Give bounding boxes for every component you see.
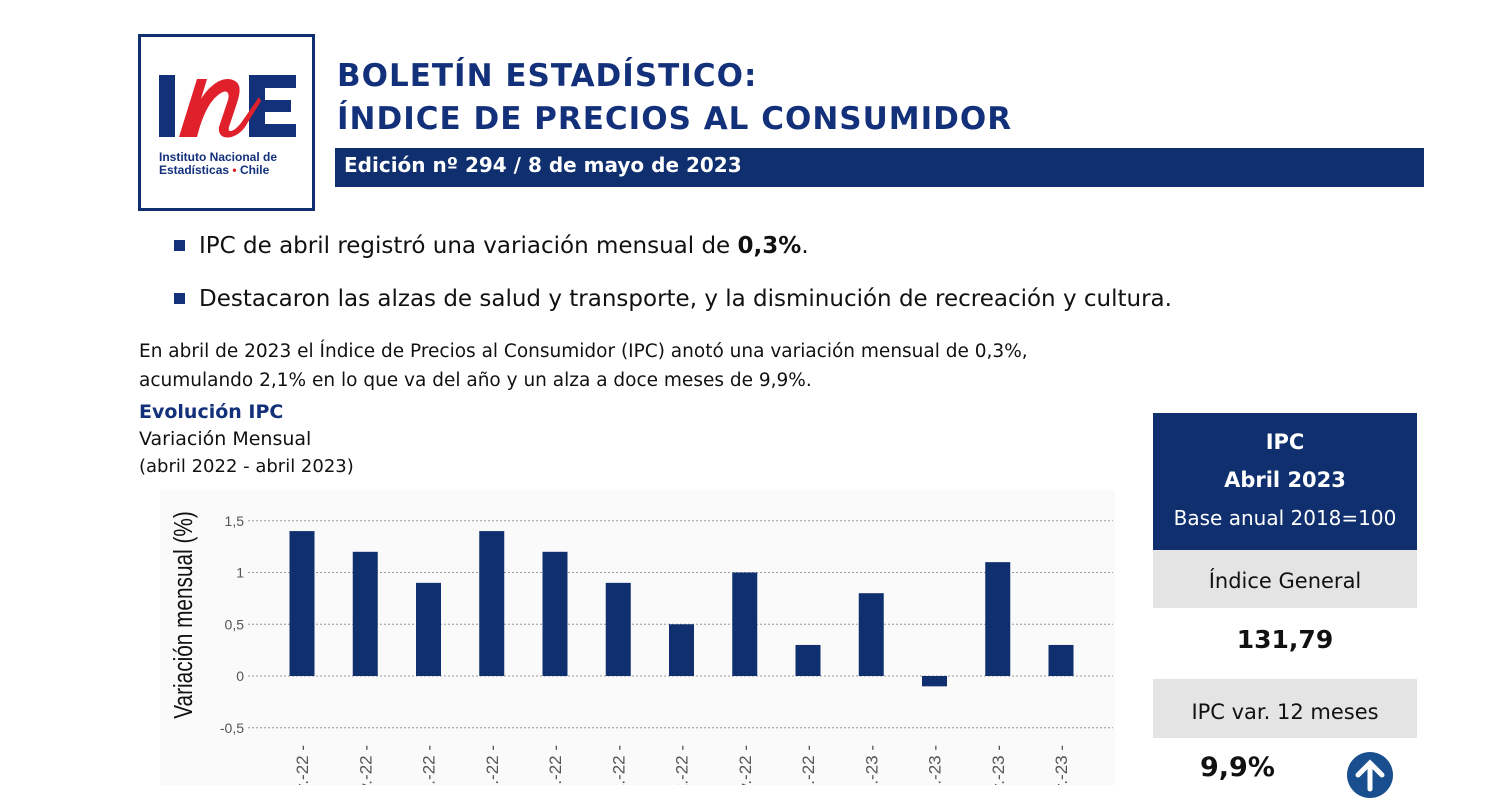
chart-period: (abril 2022 - abril 2023) [139, 456, 354, 477]
bar [352, 551, 378, 676]
index-label: Índice General [1153, 550, 1417, 608]
panel-title: IPC [1265, 430, 1305, 454]
var-label: IPC var. 12 meses [1153, 679, 1417, 738]
x-tick-label: ene.-23 - [862, 745, 881, 785]
edition-banner: Edición nº 294 / 8 de mayo de 2023 [335, 148, 1424, 187]
summary-paragraph: En abril de 2023 el Índice de Precios al… [139, 341, 1028, 391]
x-tick-label: mar.-23 - [989, 745, 1008, 785]
bar [795, 644, 821, 676]
panel-base: Base anual 2018=100 [1173, 506, 1397, 530]
bar [605, 582, 631, 676]
x-tick-label: sept.-22 - [609, 745, 628, 785]
x-tick-label: oct.-22 - [673, 745, 692, 785]
logo-letter-e [249, 75, 296, 137]
x-tick-label: nov.-22 - [736, 745, 755, 785]
x-tick-label: jul.-22 - [483, 745, 502, 785]
ine-logo: Instituto Nacional de Estadísticas • Chil… [138, 34, 315, 211]
var-value: 9,9% [1200, 752, 1275, 783]
x-tick-label: dic.-22 - [799, 745, 818, 785]
bullet-2: Destacaron las alzas de salud y transpor… [174, 286, 1172, 312]
ipc-bar-chart: 1,5 1 0,5 0 -0,5 abr.-22 - may.-22 - jun.-22 - j… [160, 490, 1115, 785]
title-line-1: BOLETÍN ESTADÍSTICO: [337, 58, 758, 94]
y-tick-label: 0 [236, 668, 244, 684]
bar [732, 572, 758, 676]
bar [669, 624, 694, 676]
bar [289, 531, 315, 676]
y-tick-label: -0,5 [220, 720, 244, 736]
title-line-2: ÍNDICE DE PRECIOS AL CONSUMIDOR [337, 101, 1013, 137]
logo-mark [159, 75, 296, 138]
index-value: 131,79 [1236, 625, 1334, 654]
x-tick-label: may.-22 - [356, 745, 375, 785]
bar [416, 582, 441, 676]
bullet-1: IPC de abril registró una variación mens… [174, 233, 809, 259]
bar [922, 676, 947, 687]
chart-subtitle: Variación Mensual [139, 428, 312, 450]
x-tick-label: feb.-23 - [926, 745, 945, 785]
x-tick-label: abr.-22 - [293, 745, 312, 785]
bullet-square-icon [174, 240, 185, 251]
bar [1048, 644, 1074, 676]
logo-caption: Instituto Nacional de Estadísticas • Chil… [159, 150, 278, 177]
y-tick-label: 1 [236, 565, 244, 581]
x-tick-label: ago.-22 - [546, 745, 565, 785]
bullet-square-icon [174, 293, 185, 304]
bar [479, 531, 505, 676]
x-tick-label: abr.-23 - [1052, 745, 1071, 785]
bar [858, 593, 884, 676]
y-tick-label: 1,5 [225, 513, 245, 529]
panel-month: Abril 2023 [1224, 468, 1346, 492]
bar [542, 551, 568, 676]
ipc-summary-panel: IPC Abril 2023 Base anual 2018=100 Índic… [1153, 413, 1417, 798]
arrow-up-circle-icon [1347, 752, 1393, 798]
y-tick-label: 0,5 [225, 616, 245, 632]
x-tick-label: jun.-22 - [420, 745, 439, 785]
logo-letter-n [179, 79, 261, 138]
y-axis-label: Variación mensual (%) [169, 511, 198, 719]
chart-section-title: Evolución IPC [139, 401, 284, 423]
logo-letter-i [159, 75, 175, 137]
bar [985, 562, 1011, 676]
